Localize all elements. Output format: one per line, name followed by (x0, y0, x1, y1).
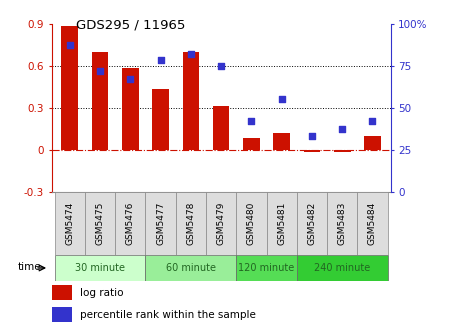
Point (97, 68, 104, 73)
Bar (62, 26, 78, 150)
Text: 120 minute: 120 minute (238, 263, 295, 273)
FancyBboxPatch shape (206, 192, 236, 255)
Point (308, 133, 316, 139)
FancyBboxPatch shape (267, 192, 297, 255)
FancyBboxPatch shape (145, 192, 176, 255)
Text: time: time (18, 262, 42, 272)
Bar (213, 106, 229, 150)
FancyBboxPatch shape (55, 192, 85, 255)
Text: GSM5484: GSM5484 (368, 202, 377, 245)
FancyBboxPatch shape (85, 192, 115, 255)
Text: GDS295 / 11965: GDS295 / 11965 (76, 18, 186, 32)
Bar (273, 133, 290, 150)
FancyBboxPatch shape (236, 192, 267, 255)
Text: log ratio: log ratio (80, 288, 124, 298)
Text: 60 minute: 60 minute (166, 263, 216, 273)
Bar (243, 138, 260, 150)
Point (157, 58, 164, 63)
FancyBboxPatch shape (145, 255, 236, 281)
Bar (183, 51, 199, 150)
FancyBboxPatch shape (297, 192, 327, 255)
Point (339, 127, 346, 132)
Text: GSM5477: GSM5477 (156, 202, 165, 245)
Text: GSM5482: GSM5482 (308, 202, 317, 245)
FancyBboxPatch shape (357, 192, 387, 255)
Text: GSM5479: GSM5479 (216, 202, 226, 245)
Bar (122, 68, 139, 150)
Text: GSM5478: GSM5478 (186, 202, 195, 245)
Text: GSM5480: GSM5480 (247, 202, 256, 245)
Text: GSM5475: GSM5475 (96, 202, 105, 245)
FancyBboxPatch shape (297, 255, 387, 281)
Bar (52, 307, 72, 322)
Text: 240 minute: 240 minute (314, 263, 370, 273)
Text: GSM5483: GSM5483 (338, 202, 347, 245)
FancyBboxPatch shape (236, 255, 297, 281)
Point (369, 118, 376, 124)
Point (187, 51, 194, 56)
Point (218, 63, 225, 68)
FancyBboxPatch shape (327, 192, 357, 255)
Point (66, 43, 73, 48)
FancyBboxPatch shape (176, 192, 206, 255)
Bar (364, 135, 381, 150)
Text: percentile rank within the sample: percentile rank within the sample (80, 310, 256, 320)
Point (278, 96, 285, 102)
Bar (334, 150, 351, 152)
Bar (52, 285, 72, 300)
Bar (92, 51, 108, 150)
Text: GSM5474: GSM5474 (65, 202, 74, 245)
Text: GSM5476: GSM5476 (126, 202, 135, 245)
FancyBboxPatch shape (115, 192, 145, 255)
Point (127, 76, 134, 82)
FancyBboxPatch shape (55, 255, 145, 281)
Bar (152, 89, 169, 150)
Bar (304, 150, 320, 152)
Point (248, 118, 255, 124)
Text: GSM5481: GSM5481 (277, 202, 286, 245)
Text: 30 minute: 30 minute (75, 263, 125, 273)
